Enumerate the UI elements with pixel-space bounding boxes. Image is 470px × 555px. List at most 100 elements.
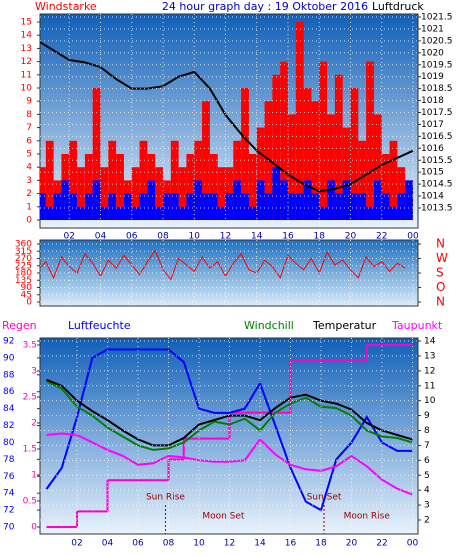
wind-bar [139,193,148,220]
y2-tick-label: 9 [424,411,430,421]
y2-tick-label: 1014.5 [421,180,453,190]
wind-bar [311,193,320,220]
y2-tick-label: 6 [424,456,430,466]
wind-bar [116,206,124,220]
y-tick-label: 180 [15,269,32,279]
wind-bar [327,180,335,220]
y-tick-label: 6 [26,136,32,146]
y3-tick-label: 84 [3,404,15,414]
x-tick-label: 04 [102,539,114,549]
x-tick-label: 04 [95,232,107,242]
y2-tick-label: 7 [424,441,430,451]
wind-bar [272,74,281,220]
y3-tick-label: 82 [3,421,14,431]
y2-tick-label: 5 [424,471,430,481]
wind-bar [186,154,195,220]
annotation: Moon Rise [344,512,391,522]
wind-bar [295,22,304,220]
wind-bar [84,193,93,220]
wind-bar [131,167,140,220]
annotation: Moon Set [202,512,245,522]
wind-bar [69,193,78,220]
x-tick-label: 12 [220,232,231,242]
y3-tick-label: 72 [3,506,14,516]
wind-bar [248,154,257,220]
wind-bar [53,193,62,220]
wind-bar [366,206,374,220]
wind-bar [303,88,312,220]
y-tick-label: 9 [26,97,32,107]
x-tick-label: 00 [407,539,419,549]
y-tick-label: 2.5 [23,393,37,403]
y2-tick-label: 1019 [421,72,444,82]
y2-tick-label: 1018 [421,96,444,106]
y-tick-label: 90 [21,283,33,293]
wind-bar [303,180,312,220]
y-tick-label: 5 [26,150,32,160]
wind-bar [397,193,406,220]
series-line [46,380,413,451]
windchill-label: Windchill [244,319,294,332]
y-tick-label: 270 [15,254,32,264]
y3-tick-label: 74 [3,489,15,499]
x-tick-label: 22 [376,232,387,242]
wind-bar [241,88,249,220]
annotation: Sun Set [307,493,342,503]
rain-label: Regen [2,319,37,332]
y-tick-label: 4 [26,163,32,173]
wind-bar [295,193,304,220]
series-line [46,432,413,496]
wind-bar [45,206,54,220]
wind-bar [334,74,343,220]
wind-bar [77,206,85,220]
x-tick-label: 02 [71,539,82,549]
x-tick-label: 18 [314,232,326,242]
y-tick-label: 1.5 [23,445,37,455]
y-tick-label: 1 [26,202,32,212]
wind-bar [100,167,109,220]
y3-tick-label: 80 [3,438,15,448]
wind-bar [350,193,359,220]
wind-bar [131,206,140,220]
wind-bar [194,180,203,220]
wind-bar [319,206,328,220]
wind-bar [123,193,132,220]
y2-tick-label: 1015.5 [421,156,453,166]
y2-tick-label: 1014 [421,192,444,202]
y2-tick-label: 1017 [421,120,444,130]
wind-bar [100,206,109,220]
y-tick-label: 315 [15,247,32,257]
series-line [46,378,413,447]
wind-bar [241,193,249,220]
x-tick-label: 08 [163,539,175,549]
wind-bar [116,154,124,220]
wind-bar [256,127,265,220]
y2-tick-label: 1018.5 [421,84,453,94]
wind-bar [202,193,210,220]
x-tick-label: 10 [193,539,205,549]
wind-bar [178,167,187,220]
y2-tick-label: N [436,295,445,309]
wind-bar [69,140,78,220]
plot [40,249,406,281]
wind-bar [334,193,343,220]
y3-tick-label: 88 [3,370,15,380]
wind-bar [280,61,288,220]
y-tick-label: 2 [26,189,32,199]
y3-tick-label: 92 [3,337,14,347]
y2-tick-label: 3 [424,501,430,511]
y2-tick-label: 4 [424,486,430,496]
x-tick-label: 20 [346,539,358,549]
y2-tick-label: 13 [424,351,435,361]
y-tick-label: 8 [26,110,32,120]
y2-tick-label: 1017.5 [421,108,453,118]
y-tick-label: 0.5 [23,497,37,507]
wind-bar [280,180,288,220]
x-tick-label: 06 [132,539,144,549]
wind-bar [170,193,179,220]
wind-bar [288,114,296,220]
wind-bar [381,154,390,220]
wind-bar [264,193,273,220]
x-tick-label: 10 [189,232,201,242]
